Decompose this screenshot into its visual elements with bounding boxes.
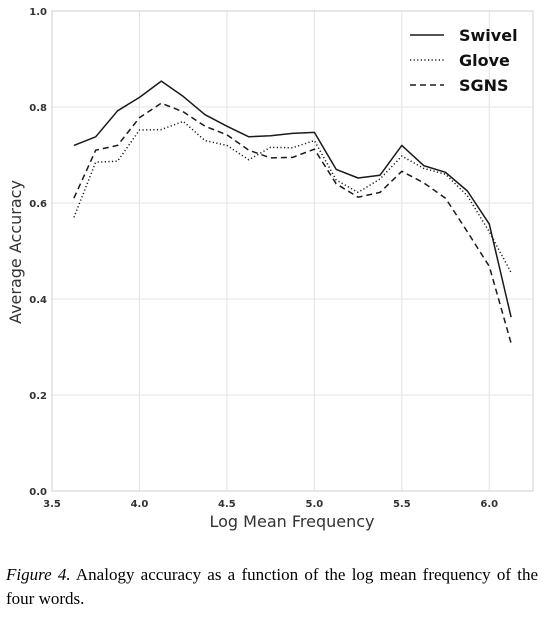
x-tick-label: 3.5	[43, 499, 61, 510]
legend-label-swivel: Swivel	[459, 26, 518, 45]
figure-label: Figure 4.	[6, 565, 71, 584]
figure-caption: Figure 4. Analogy accuracy as a function…	[6, 563, 538, 611]
series-line-sgns	[73, 102, 512, 344]
x-tick-label: 5.0	[306, 499, 324, 510]
y-tick-label: 1.0	[29, 7, 47, 18]
series-line-glove	[73, 120, 512, 273]
x-axis-ticks: 3.5 4.0 4.5 5.0 5.5 6.0	[43, 499, 498, 510]
legend-label-glove: Glove	[459, 51, 510, 70]
y-tick-label: 0.4	[29, 295, 47, 306]
x-tick-label: 5.5	[393, 499, 411, 510]
y-tick-label: 0.2	[29, 391, 47, 402]
legend-label-sgns: SGNS	[459, 76, 509, 95]
x-tick-label: 6.0	[480, 499, 498, 510]
line-chart: 3.5 4.0 4.5 5.0 5.5 6.0 0.0 0.2 0.4 0.6 0.8 1.0 Lo…	[6, 7, 534, 531]
series-line-swivel	[73, 80, 512, 318]
x-tick-label: 4.5	[218, 499, 236, 510]
y-axis-label: Average Accuracy	[6, 180, 25, 324]
x-axis-label: Log Mean Frequency	[210, 512, 375, 531]
plot-frame	[51, 10, 534, 492]
y-axis-ticks: 0.0 0.2 0.4 0.6 0.8 1.0	[29, 7, 47, 498]
caption-text: Analogy accuracy as a function of the lo…	[6, 565, 539, 608]
legend: Swivel Glove SGNS	[410, 26, 518, 95]
y-tick-label: 0.0	[29, 487, 47, 498]
y-tick-label: 0.6	[29, 199, 47, 210]
series-lines	[73, 80, 512, 344]
y-tick-label: 0.8	[29, 103, 47, 114]
x-tick-label: 4.0	[131, 499, 149, 510]
